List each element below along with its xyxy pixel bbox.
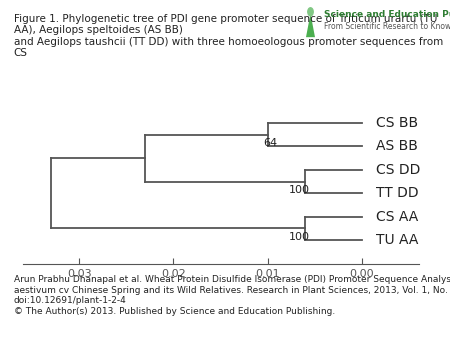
Text: TT DD: TT DD — [376, 186, 418, 200]
Text: Figure 1. Phylogenetic tree of PDI gene promoter sequence of Triticum urartu (TU: Figure 1. Phylogenetic tree of PDI gene … — [14, 14, 443, 58]
Polygon shape — [306, 14, 315, 37]
Text: AS BB: AS BB — [376, 140, 418, 153]
Text: Science and Education Publishing: Science and Education Publishing — [324, 10, 450, 19]
Text: TU AA: TU AA — [376, 233, 418, 247]
Circle shape — [308, 8, 313, 16]
Text: 64: 64 — [263, 138, 277, 148]
Text: CS BB: CS BB — [376, 116, 418, 130]
Text: CS AA: CS AA — [376, 210, 418, 224]
Text: 100: 100 — [289, 185, 310, 195]
Text: Arun Prabhu Dhanapal et al. Wheat Protein Disulfide Isomerase (PDI) Promoter Seq: Arun Prabhu Dhanapal et al. Wheat Protei… — [14, 275, 450, 316]
Text: 100: 100 — [289, 232, 310, 242]
Text: CS DD: CS DD — [376, 163, 420, 177]
Text: From Scientific Research to Knowledge: From Scientific Research to Knowledge — [324, 22, 450, 31]
